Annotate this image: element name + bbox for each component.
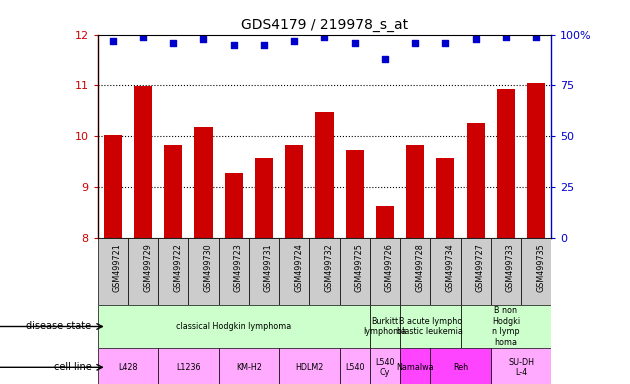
Bar — [491, 238, 521, 305]
Text: GSM499729: GSM499729 — [143, 243, 152, 292]
Bar — [370, 238, 400, 305]
Bar — [104, 135, 122, 238]
Bar — [128, 238, 158, 305]
Text: L1236: L1236 — [176, 363, 200, 372]
Bar — [370, 305, 400, 348]
Text: GSM499734: GSM499734 — [445, 243, 454, 292]
Bar — [158, 238, 188, 305]
Bar — [98, 238, 128, 305]
Text: GSM499721: GSM499721 — [113, 243, 122, 292]
Text: L428: L428 — [118, 363, 137, 372]
Point — [289, 38, 299, 44]
Text: GSM499733: GSM499733 — [506, 243, 515, 292]
Point — [501, 33, 511, 40]
Point — [410, 40, 420, 46]
Bar — [98, 348, 158, 384]
Text: GSM499727: GSM499727 — [476, 243, 484, 292]
Bar — [164, 145, 182, 238]
Text: SU-DH
L-4: SU-DH L-4 — [508, 358, 534, 377]
Bar — [309, 238, 340, 305]
Text: GSM499723: GSM499723 — [234, 243, 243, 292]
Bar — [188, 238, 219, 305]
Text: L540: L540 — [345, 363, 364, 372]
Bar — [400, 305, 461, 348]
Bar — [225, 174, 243, 238]
Text: GSM499726: GSM499726 — [385, 243, 394, 292]
Text: GSM499730: GSM499730 — [203, 243, 212, 292]
Title: GDS4179 / 219978_s_at: GDS4179 / 219978_s_at — [241, 18, 408, 32]
Bar — [527, 83, 545, 238]
Point — [471, 36, 481, 42]
Point — [229, 42, 239, 48]
Bar — [98, 305, 370, 348]
Bar — [340, 348, 370, 384]
Bar — [370, 348, 400, 384]
Bar — [340, 238, 370, 305]
Text: GSM499722: GSM499722 — [173, 243, 182, 292]
Bar — [376, 206, 394, 238]
Text: GSM499731: GSM499731 — [264, 243, 273, 292]
Point — [138, 33, 148, 40]
Text: Reh: Reh — [453, 363, 468, 372]
Point — [259, 42, 269, 48]
Bar — [461, 238, 491, 305]
Text: GSM499735: GSM499735 — [536, 243, 545, 292]
Point — [168, 40, 178, 46]
Bar — [158, 348, 219, 384]
Bar — [400, 238, 430, 305]
Point — [531, 33, 541, 40]
Bar — [430, 238, 461, 305]
Bar — [461, 305, 551, 348]
Bar — [195, 127, 212, 238]
Text: B non
Hodgki
n lymp
homa: B non Hodgki n lymp homa — [492, 306, 520, 347]
Bar — [521, 238, 551, 305]
Bar — [134, 86, 152, 238]
Bar — [467, 122, 484, 238]
Text: B acute lympho
blastic leukemia: B acute lympho blastic leukemia — [398, 317, 463, 336]
Point — [319, 33, 329, 40]
Text: classical Hodgkin lymphoma: classical Hodgkin lymphoma — [176, 322, 291, 331]
Bar — [249, 238, 279, 305]
Text: GSM499725: GSM499725 — [355, 243, 364, 292]
Bar — [219, 238, 249, 305]
Bar — [279, 348, 340, 384]
Bar — [316, 113, 333, 238]
Bar — [406, 146, 424, 238]
Bar — [437, 158, 454, 238]
Text: disease state: disease state — [26, 321, 91, 331]
Bar — [255, 158, 273, 238]
Bar — [491, 348, 551, 384]
Bar — [279, 238, 309, 305]
Text: L540
Cy: L540 Cy — [375, 358, 394, 377]
Point — [198, 36, 209, 42]
Point — [350, 40, 360, 46]
Text: GSM499724: GSM499724 — [294, 243, 303, 292]
Text: KM-H2: KM-H2 — [236, 363, 262, 372]
Text: GSM499732: GSM499732 — [324, 243, 333, 292]
Text: HDLM2: HDLM2 — [295, 363, 324, 372]
Bar — [497, 89, 515, 238]
Text: Burkitt
lymphoma: Burkitt lymphoma — [364, 317, 406, 336]
Bar — [400, 348, 430, 384]
Bar — [346, 150, 364, 238]
Point — [108, 38, 118, 44]
Text: cell line: cell line — [54, 362, 91, 372]
Bar — [219, 348, 279, 384]
Bar — [430, 348, 491, 384]
Text: Namalwa: Namalwa — [396, 363, 434, 372]
Text: GSM499728: GSM499728 — [415, 243, 424, 292]
Point — [440, 40, 450, 46]
Bar — [285, 145, 303, 238]
Point — [380, 56, 390, 62]
